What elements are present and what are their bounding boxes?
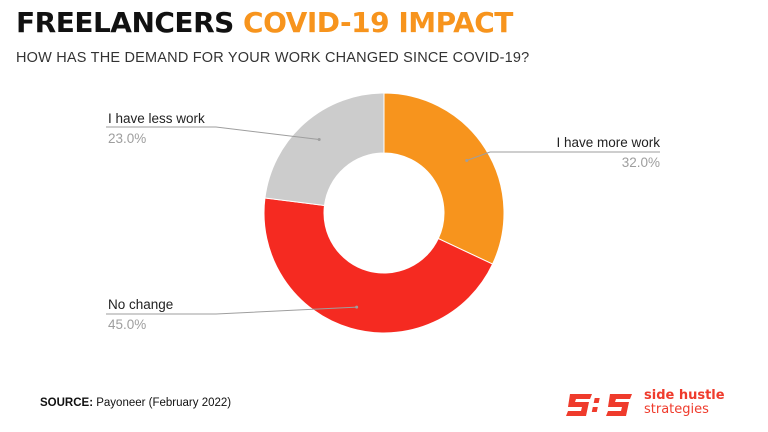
slice-value-no-change: 45.0% [108,317,146,332]
slice-label-i-have-more-work: I have more work [556,135,660,150]
leader-line-i-have-more-work [466,151,660,161]
leader-line-no-change [106,306,357,315]
chart-subtitle: HOW HAS THE DEMAND FOR YOUR WORK CHANGED… [16,50,530,66]
source-label: SOURCE: [40,397,94,409]
leader-dot-i-have-more-work [465,158,469,162]
slice-label-no-change: No change [108,297,173,312]
slice-i-have-less-work [264,92,385,207]
title-part-1: FREELANCERS [16,6,234,39]
logo-line-1: side hustle [644,388,725,403]
brand-logo: side hustle strategies [566,388,746,424]
source-note: SOURCE: Payoneer (February 2022) [40,397,231,409]
chart-title: FREELANCERS COVID-19 IMPACT [16,6,513,39]
logo-text: side hustle strategies [644,389,725,417]
logo-line-2: strategies [644,402,709,417]
slice-value-i-have-more-work: 32.0% [622,155,660,170]
title-part-2: COVID-19 IMPACT [243,6,513,39]
leader-dot-no-change [355,305,359,309]
slice-i-have-more-work [383,92,505,265]
leader-dot-i-have-less-work [317,137,321,141]
leader-line-i-have-less-work [106,126,320,140]
slice-no-change [263,197,494,334]
slice-label-i-have-less-work: I have less work [108,111,205,126]
slice-value-i-have-less-work: 23.0% [108,131,146,146]
source-text: Payoneer (February 2022) [93,397,232,409]
logo-mark-icon [566,394,632,416]
